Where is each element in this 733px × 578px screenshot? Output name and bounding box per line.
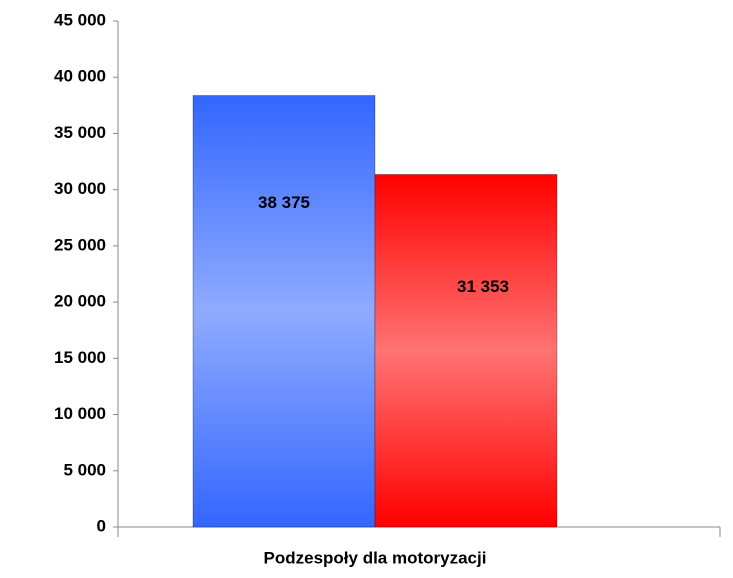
y-tick-label: 5 000 <box>63 460 106 479</box>
y-tick-label: 45 000 <box>54 10 106 29</box>
bar <box>192 95 376 528</box>
y-tick-label: 35 000 <box>54 123 106 142</box>
y-tick-label: 20 000 <box>54 292 106 311</box>
bar <box>374 174 558 528</box>
y-tick-label: 10 000 <box>54 404 106 423</box>
y-tick-label: 25 000 <box>54 235 106 254</box>
y-tick-label: 30 000 <box>54 179 106 198</box>
y-tick-label: 15 000 <box>54 348 106 367</box>
data-label: 38 375 <box>258 193 310 212</box>
data-label: 31 353 <box>457 277 509 296</box>
y-tick-label: 0 <box>97 516 106 535</box>
y-tick-label: 40 000 <box>54 67 106 86</box>
x-tick-label: Podzespoły dla motoryzacji <box>264 548 487 567</box>
